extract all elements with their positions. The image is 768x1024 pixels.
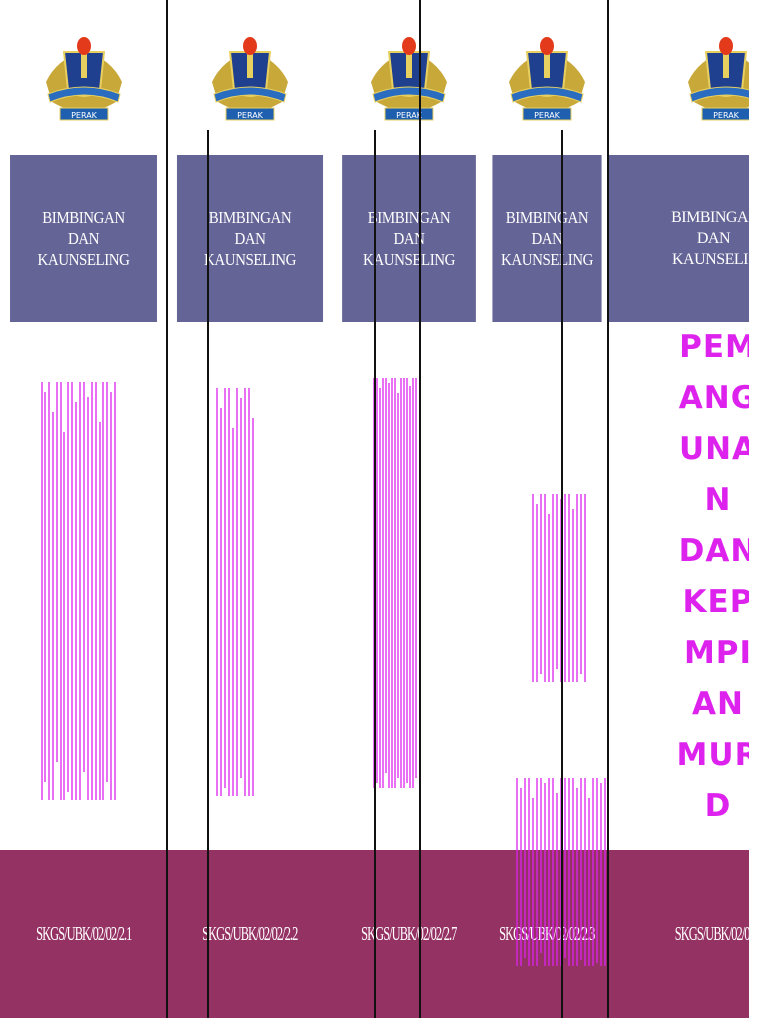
logo-cell: PERAK xyxy=(609,0,750,155)
spine-body xyxy=(485,322,609,850)
school-crest-logo: PERAK xyxy=(509,36,585,120)
title-line: DAN xyxy=(234,229,266,248)
file-code: SKGS/UBK/02/02/2.2 xyxy=(202,922,298,945)
title-line: BIMBINGA xyxy=(671,209,748,226)
vertical-title-line: DAN xyxy=(678,533,758,569)
file-code: SKGS/UBK/02/0 xyxy=(675,922,750,945)
title-line: KAUNSELI xyxy=(672,251,749,268)
spine-1: PERAK BIMBINGAN DAN KAUNSELING SKGS/UBK/… xyxy=(0,0,167,1018)
school-crest-logo: PERAK xyxy=(371,36,447,120)
file-code: SKGS/UBK/02/02/2.3 xyxy=(499,922,595,945)
vertical-title: PEM ANG UNA N DAN KEP MPI AN MUR D xyxy=(668,322,768,832)
vertical-title-line: D xyxy=(704,788,732,824)
vertical-title-line: ANG xyxy=(678,380,758,416)
spine-code-band: SKGS/UBK/02/02/2.3 xyxy=(485,850,609,1018)
crest-banner-text: PERAK xyxy=(396,111,423,120)
vertical-title-line: PEM xyxy=(679,329,757,365)
spine-title: BIMBINGAN DAN KAUNSELING xyxy=(10,155,157,322)
spine-body xyxy=(0,322,167,850)
title-line: BIMBINGAN xyxy=(42,208,125,227)
garbled-text-artifact xyxy=(216,388,254,796)
crest-banner-text: PERAK xyxy=(713,111,740,120)
vertical-title-line: AN xyxy=(692,686,744,722)
title-line: BIMBINGAN xyxy=(367,208,451,227)
garbled-text-artifact xyxy=(373,378,417,788)
garbled-text-artifact xyxy=(532,494,586,682)
logo-cell: PERAK xyxy=(167,0,333,155)
title-line: KAUNSELING xyxy=(37,250,130,269)
overlay-line xyxy=(561,130,563,1018)
spine-body xyxy=(609,322,750,850)
spine-code-band: SKGS/UBK/02/02/2.2 xyxy=(167,850,333,1018)
spine-divider xyxy=(419,0,421,1018)
spine-code-band: SKGS/UBK/02/02/2.7 xyxy=(333,850,485,1018)
title-line: KAUNSELING xyxy=(203,250,296,269)
title-line: KAUNSELING xyxy=(500,250,593,269)
logo-cell: PERAK xyxy=(0,0,167,155)
spine-code-band: SKGS/UBK/02/02/2.1 xyxy=(0,850,167,1018)
title-line: DAN xyxy=(696,230,731,247)
title-line: DAN xyxy=(531,229,563,248)
title-line: BIMBINGAN xyxy=(208,208,292,227)
title-line: DAN xyxy=(393,229,425,248)
spine-3: PERAK BIMBINGAN DAN KAUNSELING SKGS/UBK/… xyxy=(333,0,485,1018)
school-crest-logo: PERAK xyxy=(688,36,750,120)
garbled-text-artifact xyxy=(41,382,116,800)
logo-cell: PERAK xyxy=(333,0,485,155)
title-line: DAN xyxy=(67,229,100,248)
spine-body xyxy=(167,322,333,850)
spine-divider xyxy=(166,0,168,1018)
spine-divider xyxy=(749,0,768,1018)
file-code: SKGS/UBK/02/02/2.7 xyxy=(361,922,457,945)
title-line: BIMBINGAN xyxy=(505,208,589,227)
school-crest-logo: PERAK xyxy=(212,36,288,120)
vertical-title-line: N xyxy=(704,482,732,518)
spine-title: BIMBINGA DAN KAUNSELI xyxy=(609,155,750,322)
title-line: KAUNSELING xyxy=(362,250,455,269)
spine-title: BIMBINGAN DAN KAUNSELING xyxy=(176,155,324,322)
vertical-title-line: KEP xyxy=(682,584,754,620)
spine-4: PERAK BIMBINGAN DAN KAUNSELING SKGS/UBK/… xyxy=(485,0,609,1018)
spine-5: PERAK BIMBINGA DAN KAUNSELI SKGS/UBK/02/… xyxy=(609,0,750,1018)
overlay-line xyxy=(374,130,376,1018)
spine-body xyxy=(333,322,485,850)
spine-divider xyxy=(607,0,609,1018)
spine-title: BIMBINGAN DAN KAUNSELING xyxy=(342,155,476,322)
garbled-text-artifact xyxy=(516,778,606,966)
vertical-title-line: UNA xyxy=(678,431,758,467)
crest-banner-text: PERAK xyxy=(237,111,264,120)
overlay-line xyxy=(207,130,209,1018)
vertical-title-line: MPI xyxy=(683,635,753,671)
spine-code-band: SKGS/UBK/02/0 xyxy=(609,850,750,1018)
vertical-title-line: MUR xyxy=(676,737,760,773)
logo-cell: PERAK xyxy=(485,0,609,155)
spine-2: PERAK BIMBINGAN DAN KAUNSELING SKGS/UBK/… xyxy=(167,0,333,1018)
school-crest-logo: PERAK xyxy=(45,36,122,120)
spine-title: BIMBINGAN DAN KAUNSELING xyxy=(492,155,602,322)
crest-banner-text: PERAK xyxy=(71,111,98,120)
file-code: SKGS/UBK/02/02/2.1 xyxy=(35,922,132,945)
crest-banner-text: PERAK xyxy=(534,111,561,120)
